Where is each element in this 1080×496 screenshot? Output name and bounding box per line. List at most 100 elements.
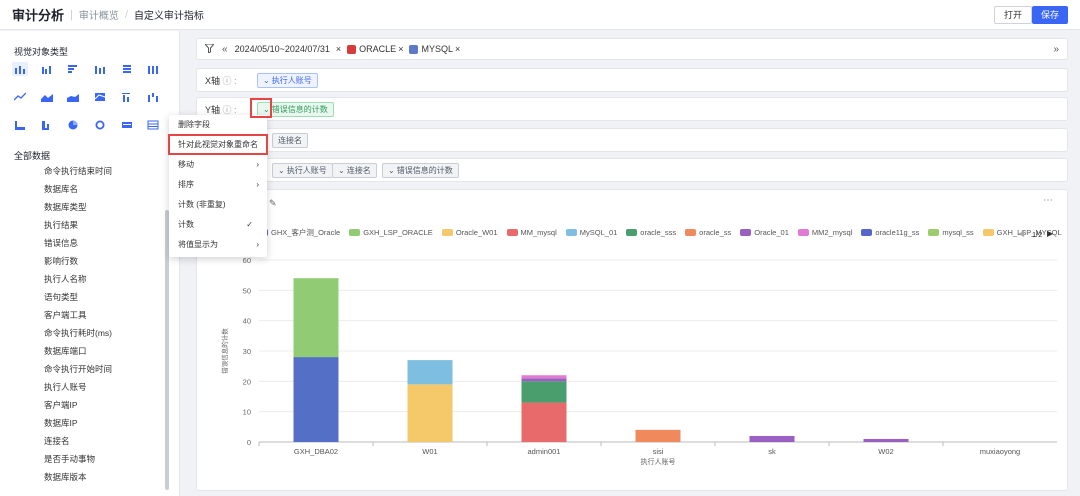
legend-label: Oracle_01 [754,228,789,237]
x-axis-field-pill[interactable]: ⌄ 执行人账号 [257,72,318,88]
highlight-box-rename [168,134,268,155]
field-item[interactable]: 影响行数 [44,256,79,266]
legend-item[interactable]: MM2_mysql [797,228,852,237]
tooltip-field-pill[interactable]: ⌄ 执行人账号 [272,162,333,178]
stacked-column-chart-icon[interactable] [12,62,28,76]
bar-segment [521,381,567,403]
visual-types-title: 视觉对象类型 [14,47,69,57]
x-axis-well: X轴 ⓘ : ⌄ 执行人账号 [196,68,1068,92]
context-menu: 删除字段 针对此视觉对象重命名 移动 › 排序 › 计数 (非重复) 计数 ✓ 将值显… [169,115,267,257]
legend-item[interactable]: Oracle_W01 [441,228,498,237]
menu-item-sort[interactable]: 排序 › [169,175,267,195]
edit-icon[interactable]: ✎ [269,198,277,208]
info-icon: ⓘ : [220,104,237,115]
legend-swatch [797,229,809,236]
funnel-chart-icon[interactable] [39,118,55,132]
menu-item-show-value-as[interactable]: 将值显示为 › [169,235,267,255]
db-tag-mysql[interactable]: MYSQL [421,44,453,54]
legend-item[interactable]: mysql_ss [928,228,974,237]
field-item[interactable]: 语句类型 [44,292,79,302]
chevron-down-icon: ⌄ [278,165,285,175]
line-column-combo-icon[interactable] [92,90,108,104]
bar-segment [293,357,339,442]
x-tick-label: sk [768,447,776,456]
field-item[interactable]: 客户端IP [44,400,78,410]
field-list: 命令执行结束时间 数据库名 数据库类型 执行结果 错误信息 影响行数 执行人名称… [44,162,112,486]
date-range-filter[interactable]: 2024/05/10~2024/07/31 [234,44,330,54]
donut-chart-icon[interactable] [92,118,108,132]
waterfall-chart-icon[interactable] [145,90,161,104]
legend-item[interactable]: GXH_LSP_MYSQL [982,228,1062,237]
legend-swatch [982,229,994,236]
ribbon-chart-icon[interactable] [119,90,135,104]
field-item[interactable]: 数据库端口 [44,346,87,356]
breadcrumb-item-overview[interactable]: 审计概览 [78,11,119,22]
field-item[interactable]: 数据库版本 [44,472,87,482]
legend-item[interactable]: oracle11g_ss [861,228,919,237]
save-button[interactable]: 保存 [1031,6,1068,24]
menu-item-rename[interactable]: 针对此视觉对象重命名 [178,140,258,149]
field-item[interactable]: 客户端工具 [44,310,87,320]
field-item[interactable]: 数据库IP [44,418,78,428]
card-icon[interactable] [119,118,135,132]
y-axis-field-pill[interactable]: ⌄ 错误信息的计数 [257,101,334,117]
field-item[interactable]: 命令执行结束时间 [44,166,113,176]
legend-item[interactable]: oracle_sss [626,228,676,237]
field-item[interactable]: 数据库名 [44,184,79,194]
remove-oracle-tag-icon[interactable]: × [398,44,404,54]
legend-next-icon[interactable]: ▶ [1047,229,1054,238]
field-item[interactable]: 执行人账号 [44,382,87,392]
legend-item[interactable]: oracle_ss [685,228,731,237]
chevron-down-icon: ⌄ [338,165,345,175]
menu-item-count[interactable]: 计数 ✓ [169,215,267,235]
all-data-title: 全部数据 [14,151,51,161]
collapse-left-icon[interactable]: « [222,43,228,55]
legend-item[interactable]: GXH_LSP_ORACLE [349,228,433,237]
field-item[interactable]: 连接名 [44,436,70,446]
menu-item-move[interactable]: 移动 › [169,155,267,175]
tooltip-field-pill[interactable]: ⌄ 错误信息的计数 [382,162,459,178]
open-button[interactable]: 打开 [993,6,1032,24]
hundred-percent-bar-icon[interactable] [145,62,161,76]
legend-label: GXH_LSP_MYSQL [996,228,1062,237]
percent-column-chart-icon[interactable] [92,62,108,76]
stacked-area-chart-icon[interactable] [65,90,81,104]
legend-prev-icon[interactable]: ◀ [1018,229,1025,238]
more-options-icon[interactable]: ⋯ [1043,195,1053,206]
area-chart-icon[interactable] [39,90,55,104]
x-tick-label: GXH_DBA02 [294,447,338,456]
remove-mysql-tag-icon[interactable]: × [454,44,461,54]
legend-swatch [349,229,361,236]
table-icon[interactable] [145,118,161,132]
field-item[interactable]: 执行人名称 [44,274,87,284]
legend-swatch [861,229,873,236]
scrollbar-thumb[interactable] [165,210,169,490]
top-bar: 审计分析 | 审计概览 / 自定义审计指标 打开 保存 [0,0,1080,30]
db-tag-oracle[interactable]: ORACLE [359,44,397,54]
line-chart-icon[interactable] [12,90,28,104]
filter-icon[interactable] [203,43,216,55]
menu-item-distinct-count[interactable]: 计数 (非重复) [178,200,226,209]
legend-item[interactable]: MM_mysql [506,228,557,237]
clustered-column-chart-icon[interactable] [39,62,55,76]
field-item[interactable]: 命令执行耗时(ms) [44,328,112,338]
clustered-bar-chart-icon[interactable] [119,62,135,76]
scatter-chart-icon[interactable] [12,118,28,132]
legend-item[interactable]: Oracle_01 [740,228,789,237]
legend-field-pill[interactable]: 连接名 [272,132,308,148]
breadcrumb-separator: / [124,8,128,21]
expand-right-icon[interactable]: » [1053,43,1059,55]
menu-item-delete-field[interactable]: 删除字段 [178,120,210,129]
tooltip-field-pill[interactable]: ⌄ 连接名 [332,162,377,178]
field-item[interactable]: 错误信息 [44,238,79,248]
pie-chart-icon[interactable] [65,118,81,132]
remove-date-filter-icon[interactable]: × [335,44,342,54]
legend-item[interactable]: MySQL_01 [565,228,617,237]
stacked-bar-chart-icon[interactable] [65,62,81,76]
field-item[interactable]: 命令执行开始时间 [44,364,113,374]
field-item[interactable]: 执行结果 [44,220,79,230]
legend-swatch [506,229,518,236]
field-item[interactable]: 是否手动事物 [44,454,96,464]
field-item[interactable]: 数据库类型 [44,202,87,212]
legend-label: oracle_ss [699,228,732,237]
